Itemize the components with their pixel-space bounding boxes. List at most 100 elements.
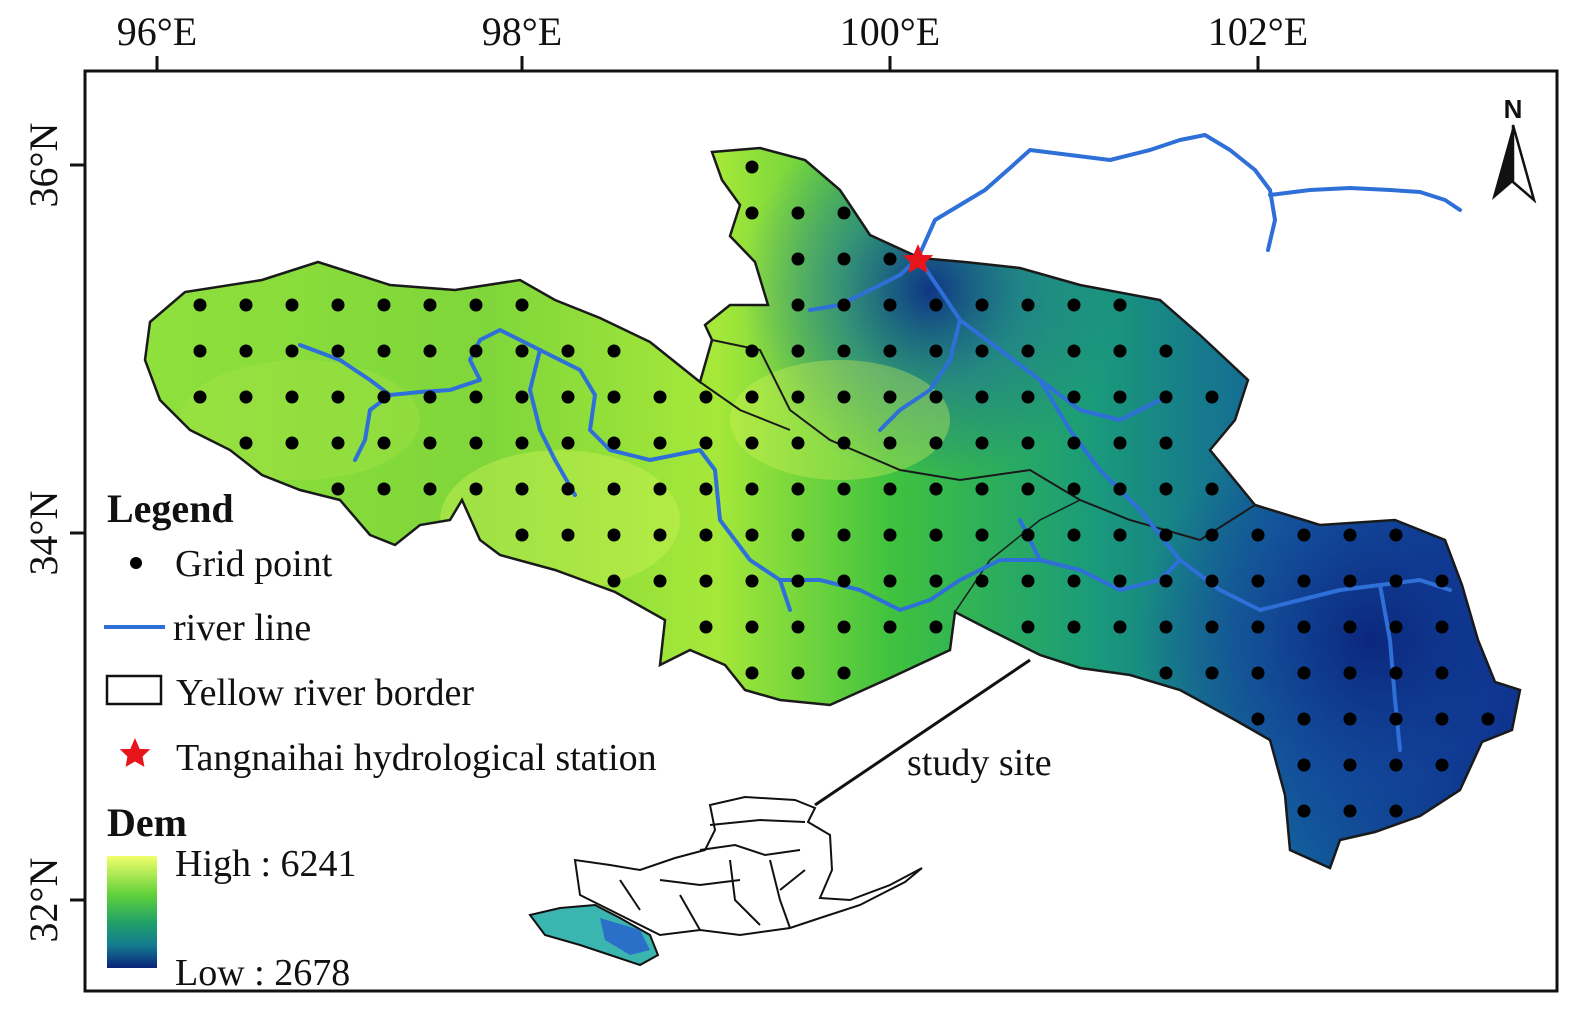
grid-point — [561, 390, 575, 404]
grid-point — [1205, 528, 1219, 542]
grid-point — [1021, 574, 1035, 588]
legend: Legend Grid point river line Yellow rive… — [104, 486, 657, 779]
grid-point — [883, 344, 897, 358]
grid-point — [423, 298, 437, 312]
grid-point — [285, 390, 299, 404]
grid-point — [929, 298, 943, 312]
grid-point — [423, 390, 437, 404]
grid-point — [791, 390, 805, 404]
grid-point — [1113, 574, 1127, 588]
longitude-tick-98e: 98°E — [482, 9, 562, 54]
grid-point — [1067, 528, 1081, 542]
grid-point — [1067, 298, 1081, 312]
grid-point — [1297, 528, 1311, 542]
grid-point — [791, 298, 805, 312]
grid-point — [469, 482, 483, 496]
grid-point — [975, 528, 989, 542]
grid-point — [975, 574, 989, 588]
grid-point — [1297, 758, 1311, 772]
latitude-tick-marks — [70, 163, 85, 902]
star-icon — [119, 738, 151, 767]
grid-point — [883, 574, 897, 588]
grid-point — [331, 482, 345, 496]
grid-point — [1067, 344, 1081, 358]
grid-point — [883, 620, 897, 634]
grid-point — [1067, 620, 1081, 634]
grid-point — [1113, 436, 1127, 450]
grid-point — [883, 482, 897, 496]
grid-point — [377, 482, 391, 496]
grid-point — [1343, 758, 1357, 772]
grid-point — [1113, 620, 1127, 634]
grid-point — [561, 344, 575, 358]
grid-point — [837, 666, 851, 680]
legend-item-grid-point: Grid point — [175, 543, 333, 585]
grid-point — [1297, 712, 1311, 726]
grid-point — [1297, 804, 1311, 818]
grid-point — [515, 528, 529, 542]
grid-point — [285, 298, 299, 312]
grid-point — [653, 436, 667, 450]
grid-point — [1067, 436, 1081, 450]
grid-point — [607, 574, 621, 588]
grid-point — [239, 436, 253, 450]
map-frame — [83, 69, 1559, 993]
grid-point — [1389, 666, 1403, 680]
grid-point — [929, 528, 943, 542]
grid-point — [837, 344, 851, 358]
grid-point — [331, 298, 345, 312]
grid-point — [745, 436, 759, 450]
grid-point — [561, 436, 575, 450]
grid-point — [1067, 482, 1081, 496]
grid-point — [377, 298, 391, 312]
grid-point — [285, 344, 299, 358]
study-site-label: study site — [907, 742, 1052, 784]
grid-point — [1205, 574, 1219, 588]
grid-point — [975, 344, 989, 358]
grid-point — [423, 344, 437, 358]
grid-point — [929, 436, 943, 450]
legend-item-tangnaihai-station: Tangnaihai hydrological station — [176, 737, 657, 779]
dem-high-label: High : 6241 — [175, 843, 357, 885]
grid-point — [607, 528, 621, 542]
grid-point — [837, 436, 851, 450]
study-site-leader-line — [814, 658, 1031, 807]
grid-point — [607, 436, 621, 450]
grid-point — [653, 390, 667, 404]
grid-point — [1435, 574, 1449, 588]
legend-title: Legend — [107, 486, 234, 531]
grid-point — [745, 666, 759, 680]
grid-point — [1021, 344, 1035, 358]
grid-point — [1251, 620, 1265, 634]
grid-point — [1297, 666, 1311, 680]
grid-point — [1113, 390, 1127, 404]
grid-point — [1389, 712, 1403, 726]
grid-point — [1021, 482, 1035, 496]
grid-point — [699, 390, 713, 404]
grid-point — [1343, 528, 1357, 542]
grid-point — [377, 344, 391, 358]
grid-point — [975, 482, 989, 496]
legend-item-river-line: river line — [173, 607, 311, 649]
tangnaihai-station-icon[interactable] — [902, 244, 934, 273]
yellow-river-basin-outline — [573, 795, 923, 937]
grid-point — [837, 482, 851, 496]
grid-point — [377, 390, 391, 404]
svg-text:N: N — [1504, 94, 1523, 124]
grid-point — [607, 482, 621, 496]
grid-point — [791, 666, 805, 680]
grid-point — [745, 206, 759, 220]
grid-point — [837, 620, 851, 634]
longitude-tick-96e: 96°E — [117, 9, 197, 54]
dem-colorbar-ramp — [107, 856, 157, 968]
grid-point — [1251, 712, 1265, 726]
grid-point — [239, 344, 253, 358]
grid-point — [1159, 344, 1173, 358]
grid-point — [699, 482, 713, 496]
grid-point — [423, 436, 437, 450]
grid-point — [1067, 574, 1081, 588]
grid-point — [975, 436, 989, 450]
grid-point — [653, 528, 667, 542]
grid-point — [1159, 390, 1173, 404]
